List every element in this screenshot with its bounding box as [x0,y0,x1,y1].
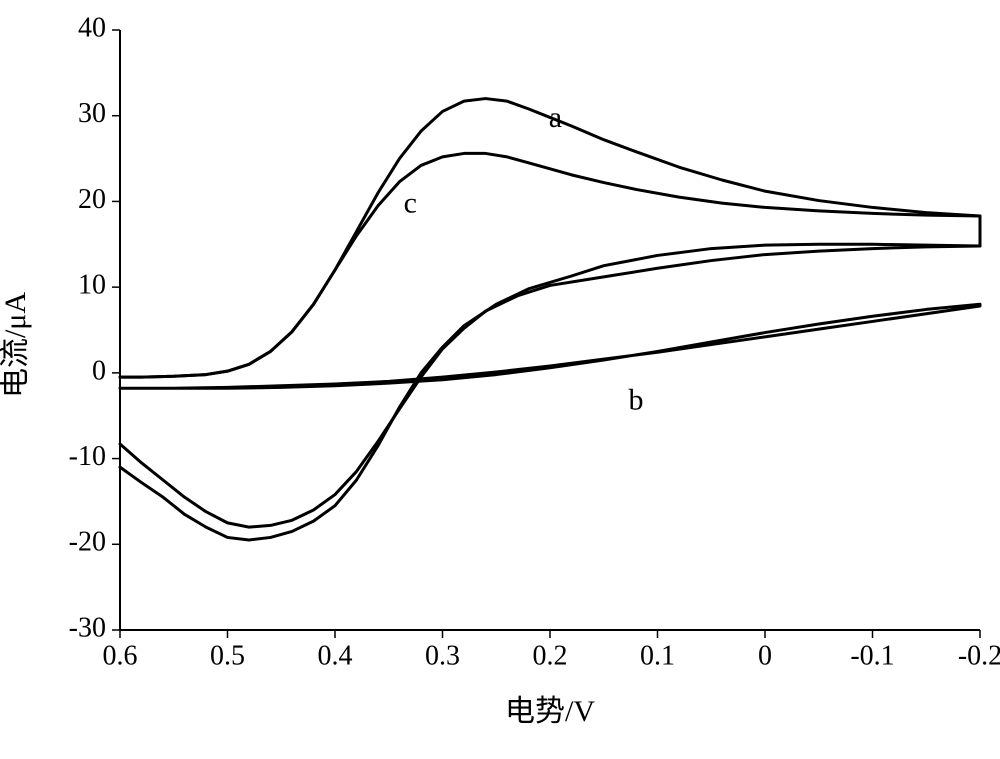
y-axis-title: 电流/μA [0,292,32,398]
y-tick-label: -10 [69,441,106,472]
series-label-b: b [629,384,644,417]
x-tick-label: 0 [758,641,772,672]
chart-svg: -30 -20 -10 0 10 20 30 40 0.6 0.5 0.4 0.3 0.2 0.1 0 -0.… [0,0,1000,759]
y-tick-label: -20 [69,527,106,558]
series-label-c: c [404,187,417,220]
x-tick-label: -0.1 [850,641,894,672]
x-tick-label: 0.6 [103,641,138,672]
y-tick-label: 30 [78,98,106,129]
y-tick-label: -30 [69,612,106,643]
x-tick-label: 0.4 [318,641,353,672]
series-label-a: a [549,101,562,134]
x-tick-label: 0.3 [425,641,460,672]
y-tick-label: 10 [78,270,106,301]
x-tick-label: 0.5 [210,641,245,672]
y-tick-label: 20 [78,184,106,215]
cv-chart: -30 -20 -10 0 10 20 30 40 0.6 0.5 0.4 0.3 0.2 0.1 0 -0.… [0,0,1000,759]
x-tick-label: 0.2 [533,641,568,672]
x-axis-title: 电势/V [505,695,595,728]
y-tick-label: 0 [92,355,106,386]
y-tick-label: 40 [78,12,106,43]
x-tick-label: 0.1 [640,641,675,672]
x-tick-label: -0.2 [958,641,1000,672]
